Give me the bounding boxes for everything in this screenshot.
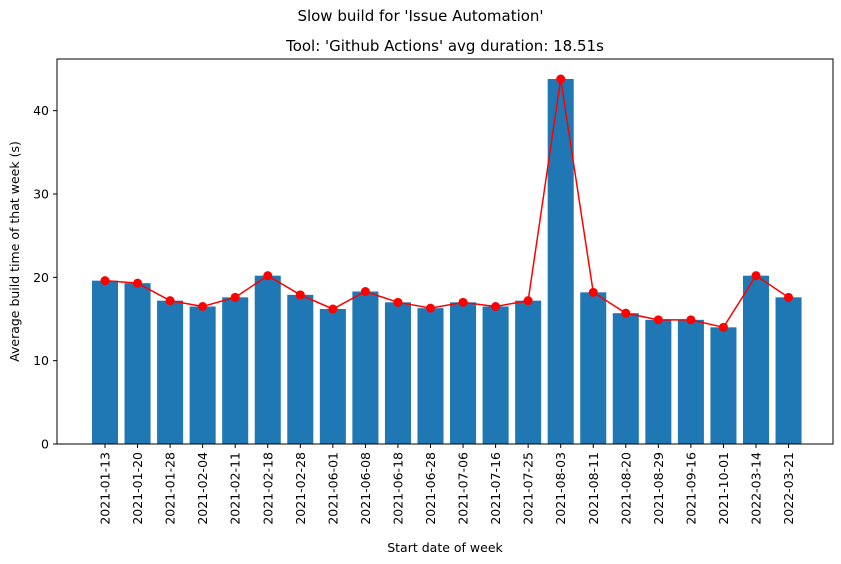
- x-axis: 2021-01-13 2021-01-20 2021-01-28 2021-02-04…: [98, 444, 796, 525]
- bar-2022-03-21: [775, 297, 802, 444]
- y-tick-label: 40: [33, 103, 49, 118]
- trend-point-2021-01-13: [100, 276, 110, 286]
- trend-point-2021-07-06: [458, 297, 468, 307]
- chart-title: Tool: 'Github Actions' avg duration: 18.…: [285, 37, 604, 55]
- bar-2021-09-16: [677, 319, 704, 444]
- x-tick-label: 2021-09-16: [683, 452, 698, 525]
- bar-2021-07-06: [450, 302, 477, 444]
- x-tick-label: 2021-01-20: [130, 452, 145, 525]
- y-axis: 0 10 20 30 40: [33, 103, 57, 452]
- trend-point-2021-02-18: [263, 271, 273, 281]
- bar-2021-08-29: [645, 319, 672, 444]
- y-tick-label: 10: [33, 353, 49, 368]
- trend-point-2021-02-28: [295, 290, 305, 300]
- trend-line: [104, 78, 789, 329]
- bar-2021-02-11: [222, 297, 249, 444]
- bar-2021-08-20: [612, 313, 639, 444]
- trend-point-2021-06-01: [328, 304, 338, 314]
- x-tick-label: 2021-01-13: [98, 452, 113, 525]
- trend-point-2021-02-04: [198, 302, 208, 311]
- bar-2021-01-13: [91, 280, 119, 444]
- bars-group: [91, 79, 802, 444]
- bar-2021-02-28: [287, 294, 314, 444]
- bar-2021-10-01: [710, 327, 737, 444]
- trend-line-group: [100, 74, 794, 332]
- bar-2021-07-16: [482, 306, 509, 444]
- trend-point-2022-03-21: [784, 292, 794, 302]
- trend-point-2021-06-28: [426, 303, 435, 313]
- trend-point-2021-06-08: [360, 287, 370, 296]
- x-tick-label: 2021-06-01: [325, 452, 340, 525]
- trend-point-2021-08-03: [556, 74, 566, 84]
- trend-point-2021-07-16: [491, 302, 501, 311]
- x-tick-label: 2021-06-18: [390, 452, 405, 525]
- bar-2021-02-04: [189, 306, 216, 444]
- x-tick-label: 2021-08-29: [651, 452, 666, 525]
- trend-point-2021-01-20: [133, 278, 143, 288]
- bar-2021-01-28: [157, 300, 184, 444]
- x-tick-label: 2021-06-08: [358, 452, 373, 525]
- bar-2021-01-20: [124, 283, 151, 444]
- y-tick-label: 0: [41, 437, 49, 452]
- y-axis-label: Average build time of that week (s): [7, 141, 22, 362]
- trend-point-2021-09-16: [686, 315, 696, 325]
- bar-2021-06-01: [319, 309, 346, 444]
- x-tick-label: 2021-02-18: [260, 452, 275, 525]
- trend-point-2021-08-20: [621, 308, 631, 318]
- x-tick-label: 2021-07-06: [456, 452, 471, 525]
- trend-point-2021-02-11: [230, 292, 240, 302]
- x-tick-label: 2021-08-20: [618, 452, 633, 525]
- bar-2021-06-28: [417, 308, 444, 444]
- x-tick-label: 2021-02-11: [228, 452, 243, 525]
- x-axis-label: Start date of week: [387, 540, 503, 555]
- bar-2021-02-18: [254, 275, 281, 444]
- x-tick-label: 2022-03-21: [781, 452, 796, 525]
- bar-2022-03-14: [742, 275, 770, 444]
- bar-2021-06-08: [352, 291, 379, 444]
- x-tick-label: 2021-01-28: [163, 452, 178, 525]
- trend-point-2021-08-29: [653, 315, 663, 325]
- trend-point-2021-10-01: [718, 322, 728, 332]
- figure-suptitle: Slow build for 'Issue Automation': [297, 7, 544, 25]
- x-tick-label: 2021-06-28: [423, 452, 438, 525]
- bar-2021-07-25: [515, 300, 542, 444]
- plot-frame: [56, 58, 834, 445]
- trend-point-2021-01-28: [165, 296, 175, 306]
- x-tick-label: 2022-03-14: [749, 452, 764, 525]
- trend-point-2021-07-25: [523, 296, 533, 306]
- x-tick-label: 2021-08-11: [586, 452, 601, 525]
- trend-point-2022-03-14: [751, 271, 761, 281]
- x-tick-label: 2021-08-03: [553, 452, 568, 525]
- bar-2021-06-18: [384, 302, 411, 444]
- x-tick-label: 2021-07-25: [521, 452, 536, 525]
- x-tick-label: 2021-02-28: [293, 452, 308, 525]
- x-tick-label: 2021-02-04: [195, 452, 210, 525]
- trend-point-2021-06-18: [393, 297, 403, 307]
- bar-2021-08-11: [580, 292, 607, 444]
- x-tick-label: 2021-07-16: [488, 452, 503, 525]
- trend-point-2021-08-11: [588, 287, 598, 297]
- x-tick-label: 2021-10-01: [716, 452, 731, 525]
- y-tick-label: 30: [33, 187, 49, 202]
- y-tick-label: 20: [33, 270, 49, 285]
- bar-2021-08-03: [547, 79, 574, 444]
